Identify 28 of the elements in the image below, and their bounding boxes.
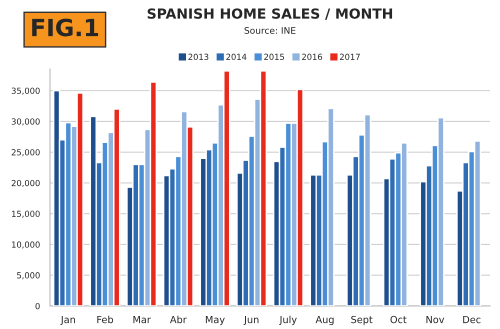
x-tick-label: Mar [133,316,151,324]
y-tick-label: 5,000 [17,272,40,280]
y-tick-label: 20,000 [12,180,40,188]
legend-label: 2016 [302,54,322,60]
x-tick-label: Sept [351,316,372,326]
legend-label: 2015 [264,54,284,60]
y-tick-label: 30,000 [12,118,40,126]
x-tick-label: July [279,316,297,326]
x-tick-label: Jun [244,316,258,326]
chart-title: SPANISH HOME SALES / MONTH [148,8,392,20]
x-tick-label: Feb [97,316,114,324]
y-tick-label: 15,000 [12,210,40,218]
legend-label: 2017 [340,54,360,60]
x-tick-label: Nov [426,316,444,324]
y-tick-label: 0 [36,302,40,310]
x-tick-label: Abr [170,316,187,324]
x-tick-label: Jan [60,316,75,326]
chart-subtitle: Source: INE [244,27,296,34]
x-tick-label: May [206,316,225,326]
y-tick-label: 10,000 [12,241,40,249]
x-tick-label: Oct [390,316,407,324]
y-tick-label: 35,000 [12,88,40,95]
x-tick-label: Dec [463,316,480,324]
caption: FIG.1 [32,18,98,36]
x-tick-label: Aug [316,316,334,326]
legend-label: 2014 [226,54,246,60]
legend-label: 2013 [188,54,208,60]
y-tick-label: 25,000 [12,149,40,156]
